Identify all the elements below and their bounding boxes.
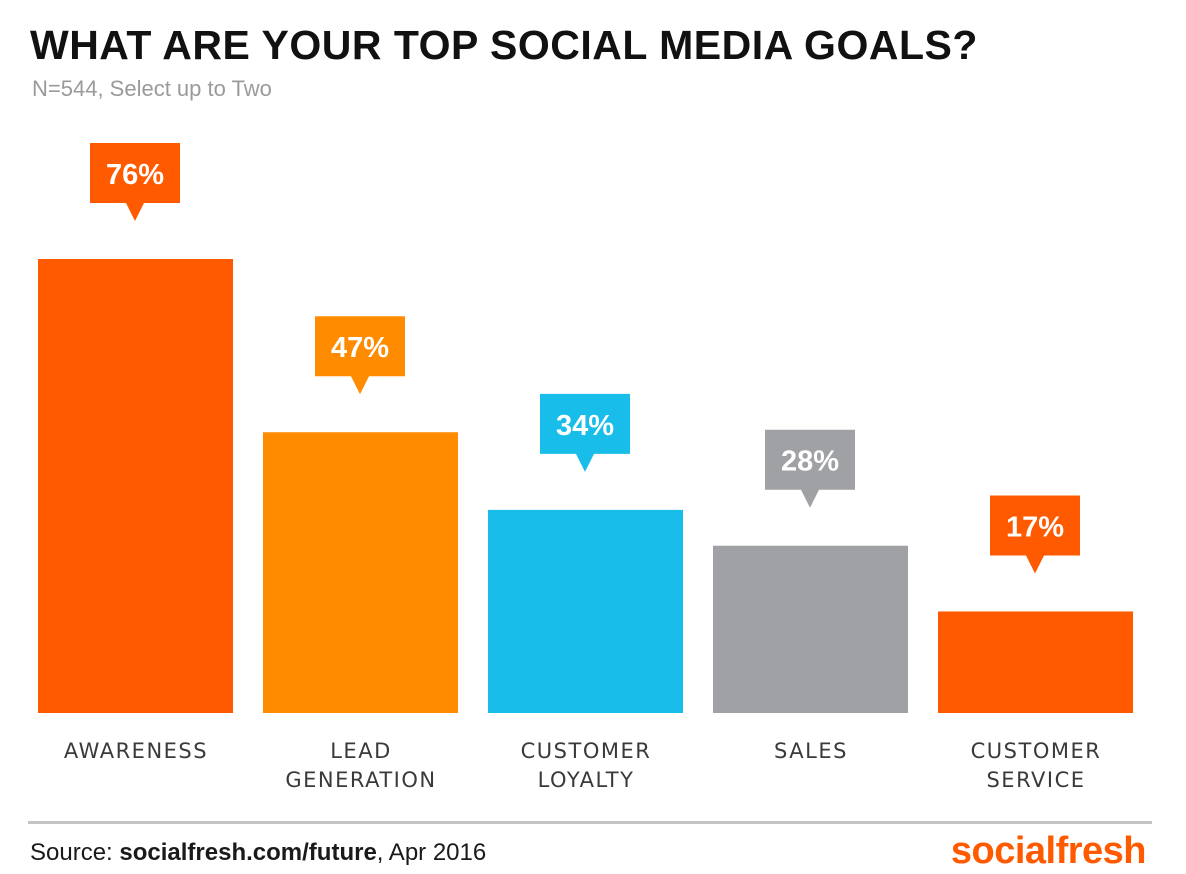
value-callout-4 (990, 495, 1080, 574)
category-label-3: SALES (774, 739, 848, 763)
value-callout-3 (765, 429, 855, 508)
footer-divider (28, 821, 1152, 824)
chart-subtitle: N=544, Select up to Two (32, 76, 272, 101)
chart-title: WHAT ARE YOUR TOP SOCIAL MEDIA GOALS? (30, 22, 978, 68)
brand-logo: socialfresh (950, 830, 1147, 872)
value-label-3: 28% (781, 446, 839, 478)
category-label-2: CUSTOMER LOYALTY (520, 739, 652, 792)
value-label-4: 17% (1006, 511, 1064, 543)
bar-4 (938, 611, 1133, 713)
source-link[interactable]: socialfresh.com/future (119, 839, 377, 866)
source-prefix: Source: (30, 839, 120, 866)
bar-1 (263, 432, 458, 713)
value-label-2: 34% (556, 410, 614, 442)
value-callout-1 (315, 316, 405, 395)
value-callout-0 (90, 143, 180, 221)
category-label-1: LEAD GENERATION (285, 739, 437, 792)
bar-0 (38, 259, 233, 713)
value-label-0: 76% (106, 159, 164, 191)
source-suffix: , Apr 2016 (376, 839, 487, 866)
category-label-0: AWARENESS (63, 739, 209, 763)
category-label-4: CUSTOMER SERVICE (970, 739, 1102, 792)
value-label-1: 47% (331, 332, 389, 364)
value-callout-2 (540, 393, 630, 472)
bar-chart: 76% 47% 34% 28% 17% (38, 143, 1133, 713)
bar-3 (713, 545, 908, 713)
source-line: Source: socialfresh.com/future, Apr 2016 (30, 839, 486, 867)
bar-2 (488, 509, 683, 713)
